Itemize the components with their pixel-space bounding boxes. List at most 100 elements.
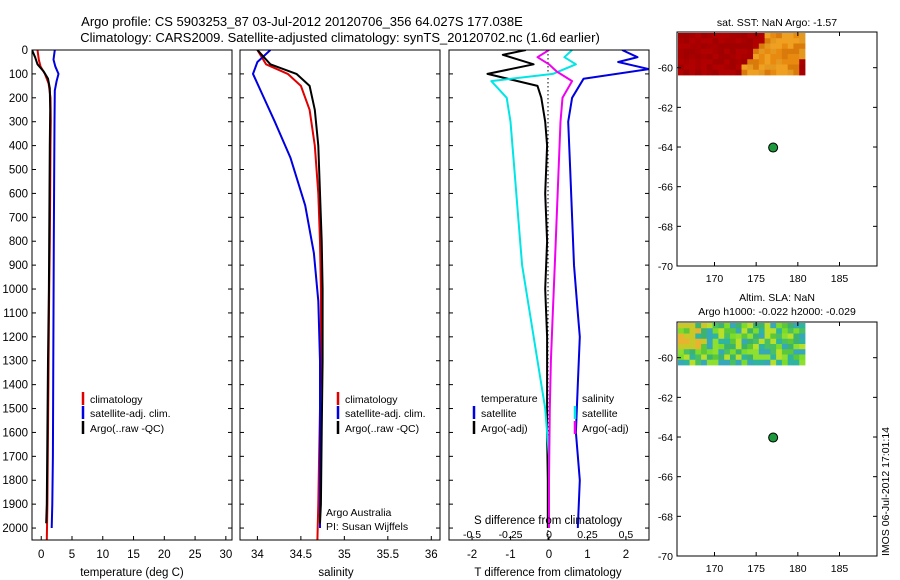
heatmap-cell [706,59,714,65]
heatmap-cell [678,48,685,55]
heatmap-cell [701,38,708,44]
heatmap-cell [706,349,714,355]
heatmap-cell [712,38,719,44]
heatmap-cell [695,69,702,76]
heatmap-cell [753,359,760,366]
map-lat-label: -70 [658,551,673,563]
difference-legend-temperature-header: temperature [481,393,538,405]
heatmap-cell [718,64,725,71]
heatmap-cell [735,38,742,44]
heatmap-cell [781,48,789,55]
heatmap-cell [706,69,714,76]
heatmap-cell [701,328,708,334]
heatmap-cell [793,344,800,350]
heatmap-cell [724,33,731,39]
heatmap-cell [758,354,765,361]
heatmap-cell [689,323,696,329]
heatmap-cell [695,59,702,65]
heatmap-cell [695,43,702,50]
heatmap-cell [781,43,789,50]
difference-xtick-label: 0 [546,549,552,561]
heatmap-cell [724,344,731,350]
heatmap-cell [787,69,794,76]
heatmap-cell [724,64,731,71]
heatmap-cell [678,333,685,340]
heatmap-cell [701,69,708,76]
heatmap-cell [741,328,748,334]
heatmap-cell [764,344,771,350]
map-lat-label: -62 [658,392,673,404]
salinity-xtick-label: 35.5 [377,549,399,561]
heatmap-cell [787,359,794,366]
heatmap-cell [695,349,702,355]
heatmap-cell [770,38,777,44]
heatmap-cell [747,64,754,71]
heatmap-cell [793,33,800,39]
difference-panel: -2 -1 0 1 2 -0.5 -0.25 0 0.25 0.5 T difference f… [448,49,650,579]
salinity-lines [252,50,324,540]
heatmap-cell [724,48,731,55]
heatmap-cell [781,338,789,345]
heatmap-cell [753,59,760,65]
heatmap-cell [735,354,742,361]
heatmap-cell [678,38,685,44]
temperature-lines [32,50,60,540]
heatmap-cell [753,349,760,355]
heatmap-cell [781,344,789,350]
heatmap-cell [799,48,806,55]
heatmap-cell [787,59,794,65]
sst-map-frame [676,31,878,267]
salinity-xtick-label: 35 [338,549,351,561]
heatmap-cell [776,54,783,60]
heatmap-cell [747,333,754,340]
heatmap-cell [689,64,696,71]
depth-tick-label: 1700 [2,451,28,463]
heatmap-cell [729,54,737,60]
heatmap-cell [729,354,737,361]
sla-heatmap-patch [678,323,806,366]
heatmap-cell [741,333,748,340]
heatmap-cell [753,38,760,44]
heatmap-cell [689,354,696,361]
heatmap-cell [729,69,737,76]
heatmap-cell [724,349,731,355]
heatmap-cell [764,328,771,334]
heatmap-cell [776,359,783,366]
heatmap-cell [718,349,725,355]
heatmap-cell [683,54,690,60]
heatmap-cell [735,323,742,329]
depth-tick-label: 600 [9,188,28,200]
map-lon-label: 185 [831,563,849,575]
heatmap-cell [758,328,765,334]
heatmap-cell [764,323,771,329]
heatmap-cell [747,69,754,76]
salinity-x-ticks: 34 34.5 35 35.5 36 [251,536,438,561]
depth-tick-label: 500 [9,165,28,177]
heatmap-cell [747,54,754,60]
heatmap-cell [735,33,742,39]
heatmap-cell [735,48,742,55]
depth-tick-label: 1800 [2,475,28,487]
map-lon-label: 170 [706,273,724,285]
heatmap-cell [787,338,794,345]
heatmap-cell [701,333,708,340]
heatmap-cell [787,54,794,60]
heatmap-cell [764,333,771,340]
difference-xlabel-bottom: T difference from climatology [474,567,621,579]
salinity-series-1 [252,50,321,528]
heatmap-cell [781,64,789,71]
heatmap-cell [770,328,777,334]
map-lon-label: 185 [831,273,849,285]
heatmap-cell [701,344,708,350]
heatmap-cell [735,349,742,355]
heatmap-cell [793,64,800,71]
heatmap-cell [729,333,737,340]
heatmap-cell [793,69,800,76]
difference-series-3 [536,50,574,528]
heatmap-cell [747,38,754,44]
heatmap-cell [735,69,742,76]
heatmap-cell [799,354,806,361]
salinity-series-2 [256,50,324,524]
temperature-legend: climatology satellite-adj. clim. Argo(..… [81,392,171,435]
map-lat-label: -60 [658,353,673,365]
